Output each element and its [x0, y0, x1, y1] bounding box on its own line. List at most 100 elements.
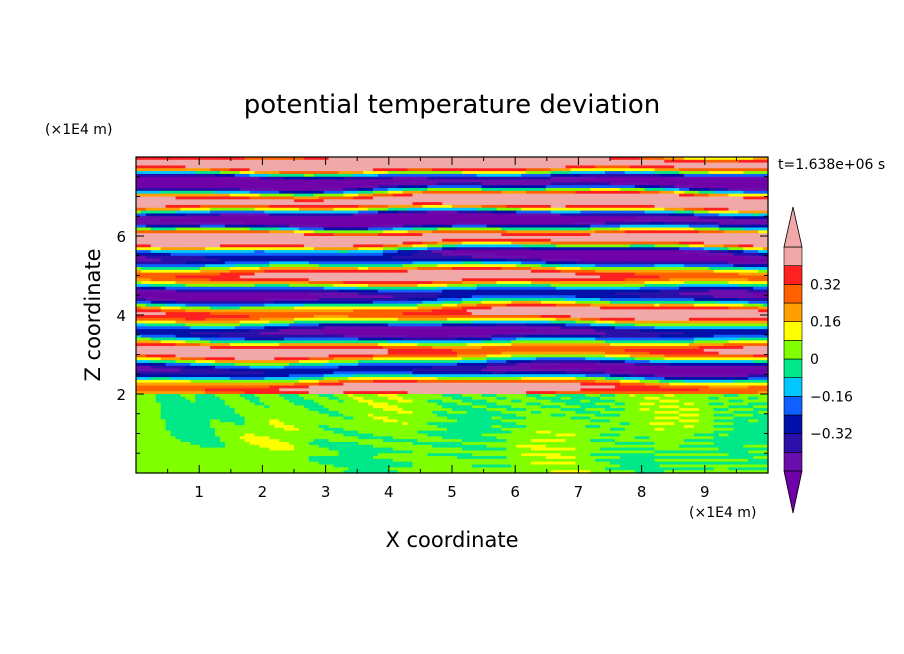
contour-cell [748, 224, 754, 229]
contour-cell [195, 157, 201, 161]
contour-cell [254, 216, 261, 220]
contour-cell [733, 185, 739, 189]
contour-cell [259, 224, 265, 229]
contour-cell [382, 238, 389, 243]
contour-cell [471, 207, 478, 212]
contour-cell [521, 221, 527, 226]
contour-cell [412, 219, 419, 223]
contour-cell [328, 238, 335, 243]
contour-cell [511, 199, 517, 203]
contour-cell [531, 159, 537, 164]
contour-cell [471, 247, 478, 251]
contour-cell [481, 213, 488, 217]
contour-cell [624, 193, 631, 198]
contour-cell [659, 199, 665, 203]
contour-cell [565, 207, 572, 212]
contour-cell [644, 207, 651, 212]
contour-cell [684, 227, 690, 231]
contour-cell [570, 221, 577, 226]
contour-cell [323, 165, 330, 169]
contour-cell [308, 168, 315, 172]
contour-cell [145, 165, 152, 169]
contour-cell [205, 207, 211, 212]
contour-cell [610, 162, 616, 167]
contour-cell [279, 159, 285, 164]
contour-cell [140, 213, 147, 217]
contour-cell [244, 196, 251, 200]
contour-cell [590, 168, 596, 172]
contour-cell [185, 230, 191, 234]
contour-cell [491, 188, 498, 192]
contour-cell [664, 207, 670, 212]
contour-cell [526, 179, 532, 183]
contour-cell [580, 204, 586, 209]
contour-cell [323, 182, 330, 186]
contour-cell [471, 233, 478, 237]
contour-cell [160, 168, 167, 172]
contour-cell [313, 196, 320, 200]
contour-cell [219, 173, 226, 178]
contour-cell [580, 176, 586, 181]
contour-cell [136, 159, 142, 164]
contour-cell [461, 213, 468, 217]
contour-cell [535, 162, 542, 167]
contour-cell [624, 199, 631, 203]
contour-cell [674, 233, 680, 237]
contour-cell [619, 165, 626, 169]
contour-cell [205, 188, 211, 192]
contour-cell [358, 179, 364, 183]
contour-cell [259, 230, 265, 234]
contour-cell [274, 230, 280, 234]
contour-cell [145, 238, 152, 243]
contour-cell [239, 210, 246, 215]
contour-cell [363, 182, 369, 186]
contour-cell [723, 216, 730, 220]
contour-cell [407, 196, 414, 200]
contour-cell [698, 185, 705, 189]
contour-cell [575, 199, 581, 203]
contour-cell [674, 230, 680, 234]
contour-cell [496, 165, 502, 169]
contour-cell [200, 244, 206, 248]
contour-cell [649, 173, 656, 178]
contour-cell [219, 185, 226, 189]
contour-cell [590, 238, 596, 243]
contour-cell [456, 202, 463, 206]
contour-cell [471, 185, 478, 189]
contour-cell [600, 176, 606, 181]
contour-cell [565, 204, 572, 209]
contour-cell [427, 224, 433, 229]
contour-cell [294, 157, 300, 161]
contour-cell [654, 168, 660, 172]
contour-cell [402, 193, 409, 198]
contour-cell [155, 165, 162, 169]
contour-cell [461, 238, 468, 243]
contour-cell [605, 159, 611, 164]
contour-cell [249, 168, 256, 172]
contour-cell [150, 221, 157, 226]
contour-cell [511, 176, 517, 181]
contour-cell [274, 216, 280, 220]
contour-cell [466, 238, 473, 243]
contour-cell [728, 221, 735, 226]
contour-cell [521, 210, 527, 215]
contour-cell [402, 159, 409, 164]
contour-cell [279, 176, 285, 181]
contour-cell [136, 236, 142, 240]
contour-cell [422, 196, 428, 200]
contour-cell [185, 224, 191, 229]
contour-cell [521, 199, 527, 203]
contour-cell [422, 207, 428, 212]
contour-cell [763, 193, 769, 198]
contour-cell [491, 236, 498, 240]
contour-cell [689, 219, 695, 223]
contour-cell [402, 188, 409, 192]
contour-cell [437, 162, 443, 167]
contour-cell [437, 157, 443, 161]
contour-cell [619, 227, 626, 231]
contour-cell [476, 176, 483, 181]
contour-cell [274, 173, 280, 178]
contour-cell [708, 196, 715, 200]
contour-cell [624, 233, 631, 237]
contour-cell [738, 162, 744, 167]
